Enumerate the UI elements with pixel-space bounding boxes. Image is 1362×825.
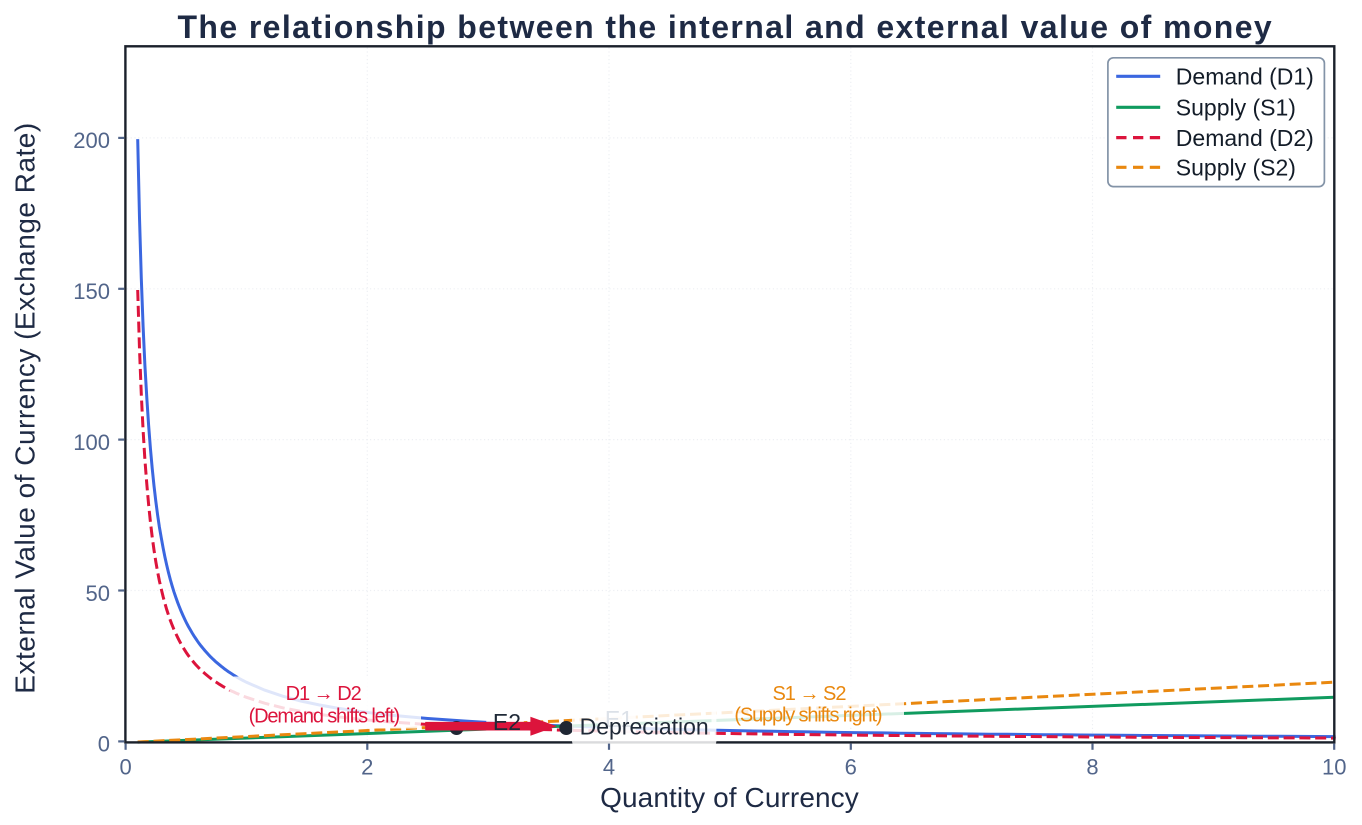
svg-text:200: 200	[73, 128, 110, 153]
svg-text:(Demand shifts left): (Demand shifts left)	[249, 705, 400, 727]
svg-text:100: 100	[73, 430, 110, 455]
svg-text:Demand (D1): Demand (D1)	[1176, 64, 1314, 90]
svg-text:150: 150	[73, 279, 110, 304]
svg-text:The relationship between the i: The relationship between the internal an…	[177, 9, 1273, 45]
svg-text:4: 4	[603, 754, 615, 779]
svg-text:External Value of Currency (Ex: External Value of Currency (Exchange Rat…	[10, 122, 41, 693]
svg-text:0: 0	[119, 754, 131, 779]
svg-text:6: 6	[845, 754, 857, 779]
svg-text:10: 10	[1322, 754, 1346, 779]
svg-text:Depreciation: Depreciation	[580, 714, 709, 740]
svg-text:Supply (S1): Supply (S1)	[1176, 95, 1296, 121]
svg-text:S1 → S2: S1 → S2	[772, 683, 846, 705]
svg-text:Supply (S2): Supply (S2)	[1176, 155, 1296, 181]
svg-text:50: 50	[86, 581, 110, 606]
svg-text:E1: E1	[605, 706, 633, 732]
svg-text:Quantity of Currency: Quantity of Currency	[600, 782, 859, 813]
svg-text:(Supply shifts right): (Supply shifts right)	[734, 705, 882, 727]
svg-text:2: 2	[361, 754, 373, 779]
svg-text:Demand (D2): Demand (D2)	[1176, 125, 1314, 151]
svg-text:E2: E2	[493, 709, 521, 735]
svg-text:0: 0	[98, 732, 110, 757]
svg-text:D1 → D2: D1 → D2	[286, 683, 362, 705]
svg-text:8: 8	[1086, 754, 1098, 779]
